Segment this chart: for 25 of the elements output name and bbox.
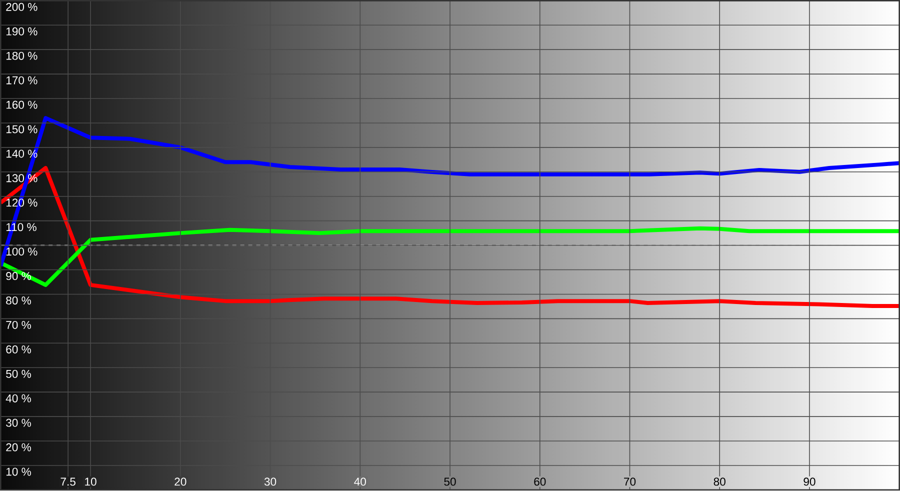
y-tick-label: 180 % [6, 52, 38, 60]
x-tick-label: 40 [354, 478, 366, 486]
x-tick-label: 10 [85, 478, 96, 486]
x-tick-label: 70 [624, 478, 636, 486]
x-tick-label: 80 [714, 478, 726, 486]
y-tick-label: 150 % [6, 125, 38, 134]
y-tick-label: 160 % [6, 100, 38, 109]
y-tick-label: 80 % [6, 296, 31, 305]
y-tick-label: 70 % [6, 321, 31, 330]
y-tick-label: 200 % [6, 3, 38, 12]
y-tick-label: 40 % [6, 394, 31, 403]
x-tick-label: 90 [804, 478, 816, 486]
x-tick-label: 50 [444, 478, 456, 486]
y-tick-label: 170 % [6, 76, 38, 85]
x-tick-label: 30 [264, 478, 276, 486]
y-tick-label: 30 % [6, 419, 31, 428]
y-tick-label: 100 % [6, 248, 38, 256]
x-tick-label: 7.5 [60, 478, 76, 486]
x-tick-label: 60 [534, 478, 546, 486]
y-tick-label: 50 % [6, 370, 31, 378]
y-tick-label: 60 % [6, 346, 31, 354]
y-tick-label: 20 % [6, 443, 31, 452]
y-tick-label: 190 % [6, 28, 38, 36]
x-tick-label: 20 [174, 478, 186, 486]
y-tick-label: 10 % [6, 468, 31, 476]
